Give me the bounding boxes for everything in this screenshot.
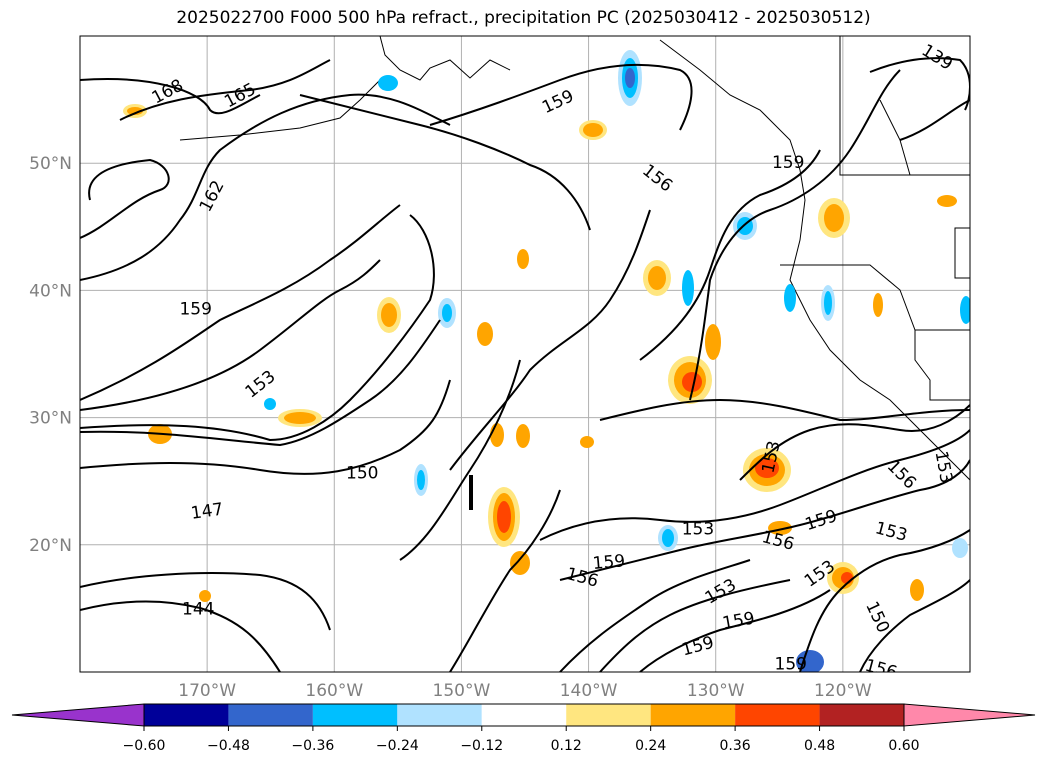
contour-label: 159: [775, 654, 807, 674]
colorbar-tick-label: 0.60: [888, 738, 919, 754]
contour-label: 150: [346, 464, 378, 484]
lon-tick-label: 160°W: [305, 681, 363, 701]
colorbar-bin: [735, 704, 820, 726]
colorbar-frame: [143, 703, 905, 727]
lon-tick-label: 140°W: [560, 681, 618, 701]
contour-label: 153: [682, 520, 714, 540]
colorbar-bin: [312, 704, 398, 726]
colorbar-bin: [566, 704, 651, 726]
lon-tick-label: 120°W: [814, 681, 872, 701]
lat-tick-label: 40°N: [29, 281, 72, 301]
latitude-labels: 50°N 40°N 30°N 20°N: [29, 154, 72, 556]
colorbar-tick-label: −0.24: [376, 738, 419, 754]
contour-label: 144: [182, 600, 214, 620]
colorbar: [11, 703, 1036, 727]
colorbar-tick-label: −0.60: [123, 738, 166, 754]
map-title: 2025022700 F000 500 hPa refract., precip…: [176, 8, 871, 28]
longitude-labels: 170°W 160°W 150°W 140°W 130°W 120°W: [178, 681, 872, 701]
precipitation-shading: [123, 50, 970, 672]
colorbar-tick-label: 0.48: [804, 738, 835, 754]
colorbar-bin: [650, 704, 736, 726]
colorbar-extend-max: [903, 703, 1036, 727]
refractivity-contours: [80, 57, 970, 672]
colorbar-tick-label: −0.36: [291, 738, 334, 754]
map-frame: [79, 35, 971, 673]
contour-label: 159: [592, 551, 626, 574]
lon-tick-label: 170°W: [178, 681, 236, 701]
contour-label: 159: [179, 299, 211, 319]
colorbar-bin: [397, 704, 482, 726]
colorbar-bin: [819, 704, 904, 726]
colorbar-tick-label: 0.36: [720, 738, 751, 754]
lon-tick-label: 150°W: [433, 681, 491, 701]
lat-tick-label: 50°N: [29, 154, 72, 174]
colorbar-tick-label: 0.24: [635, 738, 666, 754]
lon-tick-label: 130°W: [687, 681, 745, 701]
colorbar-tick-label: 0.12: [551, 738, 582, 754]
lat-tick-label: 20°N: [29, 536, 72, 556]
contour-label: 147: [190, 500, 225, 524]
colorbar-bin: [481, 704, 567, 726]
colorbar-extend-min: [11, 703, 145, 727]
colorbar-tick-label: −0.48: [207, 738, 250, 754]
contour-label: 159: [772, 153, 804, 173]
colorbar-bin: [144, 704, 229, 726]
colorbar-tick-labels: −0.60 −0.48 −0.36 −0.24 −0.12 0.12 0.24 0.36 0.4…: [123, 726, 920, 754]
colorbar-bin: [228, 704, 313, 726]
lat-tick-label: 30°N: [29, 409, 72, 429]
colorbar-tick-label: −0.12: [460, 738, 503, 754]
